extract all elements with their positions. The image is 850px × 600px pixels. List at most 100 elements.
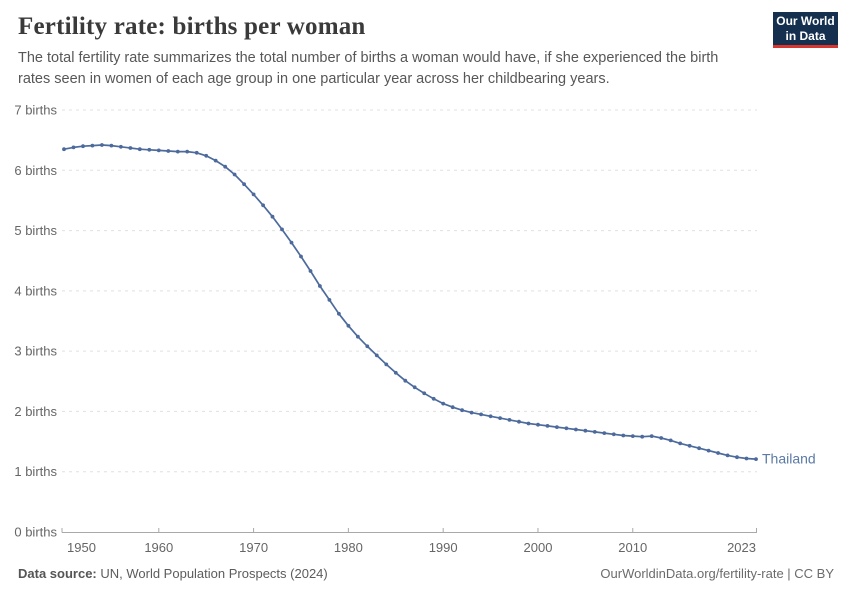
data-point	[213, 158, 218, 163]
data-point	[356, 334, 360, 339]
data-source-text: UN, World Population Prospects (2024)	[96, 566, 328, 581]
data-point	[100, 143, 104, 147]
data-point	[441, 401, 446, 406]
data-point	[687, 443, 692, 448]
data-point	[526, 421, 531, 426]
data-point	[223, 164, 228, 169]
data-point	[175, 149, 180, 154]
data-point	[555, 425, 559, 429]
data-point	[469, 410, 474, 415]
data-point	[119, 144, 123, 149]
data-point	[659, 436, 664, 440]
data-point	[393, 370, 398, 375]
data-point	[71, 145, 76, 150]
data-series: Thailand	[62, 143, 816, 467]
data-source-label: Data source:	[18, 566, 97, 581]
data-source-note: Data source: UN, World Population Prospe…	[18, 566, 328, 581]
data-point	[137, 147, 142, 152]
data-point	[251, 192, 256, 197]
data-point	[232, 172, 237, 177]
data-point	[507, 418, 512, 422]
data-point	[299, 254, 303, 259]
data-point	[403, 378, 408, 383]
page-title: Fertility rate: births per woman	[18, 13, 366, 40]
data-point	[156, 148, 161, 153]
chart-footer: Data source: UN, World Population Prospe…	[18, 566, 834, 581]
data-point	[583, 428, 588, 433]
data-point	[62, 147, 66, 152]
owid-logo-line2: in Data	[785, 28, 826, 43]
data-point	[261, 203, 265, 208]
y-axis-tick-label: 5 births	[14, 223, 57, 238]
data-point	[706, 448, 711, 453]
data-point	[649, 434, 654, 438]
data-point	[754, 457, 758, 461]
data-point	[536, 422, 540, 427]
y-axis-tick-label: 1 births	[14, 464, 57, 479]
data-point	[185, 149, 190, 154]
x-axis-tick-label: 1950	[67, 540, 96, 555]
data-point	[621, 433, 626, 438]
data-point	[90, 143, 95, 148]
chart-header: Fertility rate: births per woman The tot…	[18, 13, 758, 90]
data-point	[337, 311, 341, 316]
data-point	[280, 227, 284, 232]
y-axis-tick-label: 3 births	[14, 344, 57, 359]
data-point	[678, 441, 683, 446]
x-axis-tick-label: 2023	[727, 540, 756, 555]
owid-logo-line1: Our World	[776, 14, 835, 29]
data-point	[630, 434, 635, 438]
x-axis-tick-label: 1980	[334, 540, 363, 555]
data-point	[564, 426, 569, 431]
data-point	[517, 419, 521, 424]
data-point	[308, 269, 313, 273]
data-point	[611, 432, 616, 437]
x-axis-tick-label: 1970	[239, 540, 268, 555]
data-point	[697, 446, 701, 451]
data-point	[450, 405, 455, 410]
data-point	[346, 323, 351, 328]
data-point	[460, 408, 464, 413]
gridlines	[62, 109, 757, 473]
data-point	[374, 353, 379, 358]
x-axis-tick-label: 1990	[429, 540, 458, 555]
data-point	[592, 430, 597, 434]
data-point	[289, 240, 294, 245]
data-point	[479, 412, 483, 417]
x-axis-tick-label: 2010	[618, 540, 647, 555]
data-point	[744, 456, 749, 461]
data-point	[488, 414, 493, 419]
data-point	[422, 391, 427, 396]
y-axis-tick-label: 6 births	[14, 163, 57, 178]
data-point	[431, 396, 436, 401]
data-line	[63, 144, 757, 460]
x-axis-tick-label: 1960	[144, 540, 173, 555]
y-axis-tick-label: 0 births	[14, 525, 57, 540]
data-point	[668, 438, 673, 443]
data-point	[412, 385, 417, 390]
data-point	[166, 149, 171, 153]
y-axis-tick-label: 4 births	[14, 283, 57, 298]
data-point	[574, 427, 578, 432]
owid-logo: Our World in Data	[773, 12, 838, 48]
data-point	[270, 214, 275, 219]
data-point	[128, 146, 133, 150]
x-axis-tick-label: 2000	[524, 540, 553, 555]
data-point	[327, 298, 332, 302]
y-axis-labels: 0 births 1 births 2 births 3 births 4 births…	[14, 103, 57, 540]
data-point	[81, 144, 85, 149]
data-point	[365, 344, 370, 349]
data-point	[725, 453, 730, 458]
y-axis-tick-label: 7 births	[14, 103, 57, 118]
chart-subtitle: The total fertility rate summarizes the …	[18, 50, 719, 88]
data-point	[545, 424, 550, 428]
data-point	[602, 431, 607, 435]
x-axis: 1950 1960 1970 1980 1990 2000 2010 2023	[61, 528, 757, 555]
data-point	[242, 182, 247, 187]
data-point	[147, 147, 152, 152]
y-axis-tick-label: 2 births	[14, 404, 57, 419]
data-point	[204, 153, 209, 158]
data-point	[735, 455, 739, 460]
